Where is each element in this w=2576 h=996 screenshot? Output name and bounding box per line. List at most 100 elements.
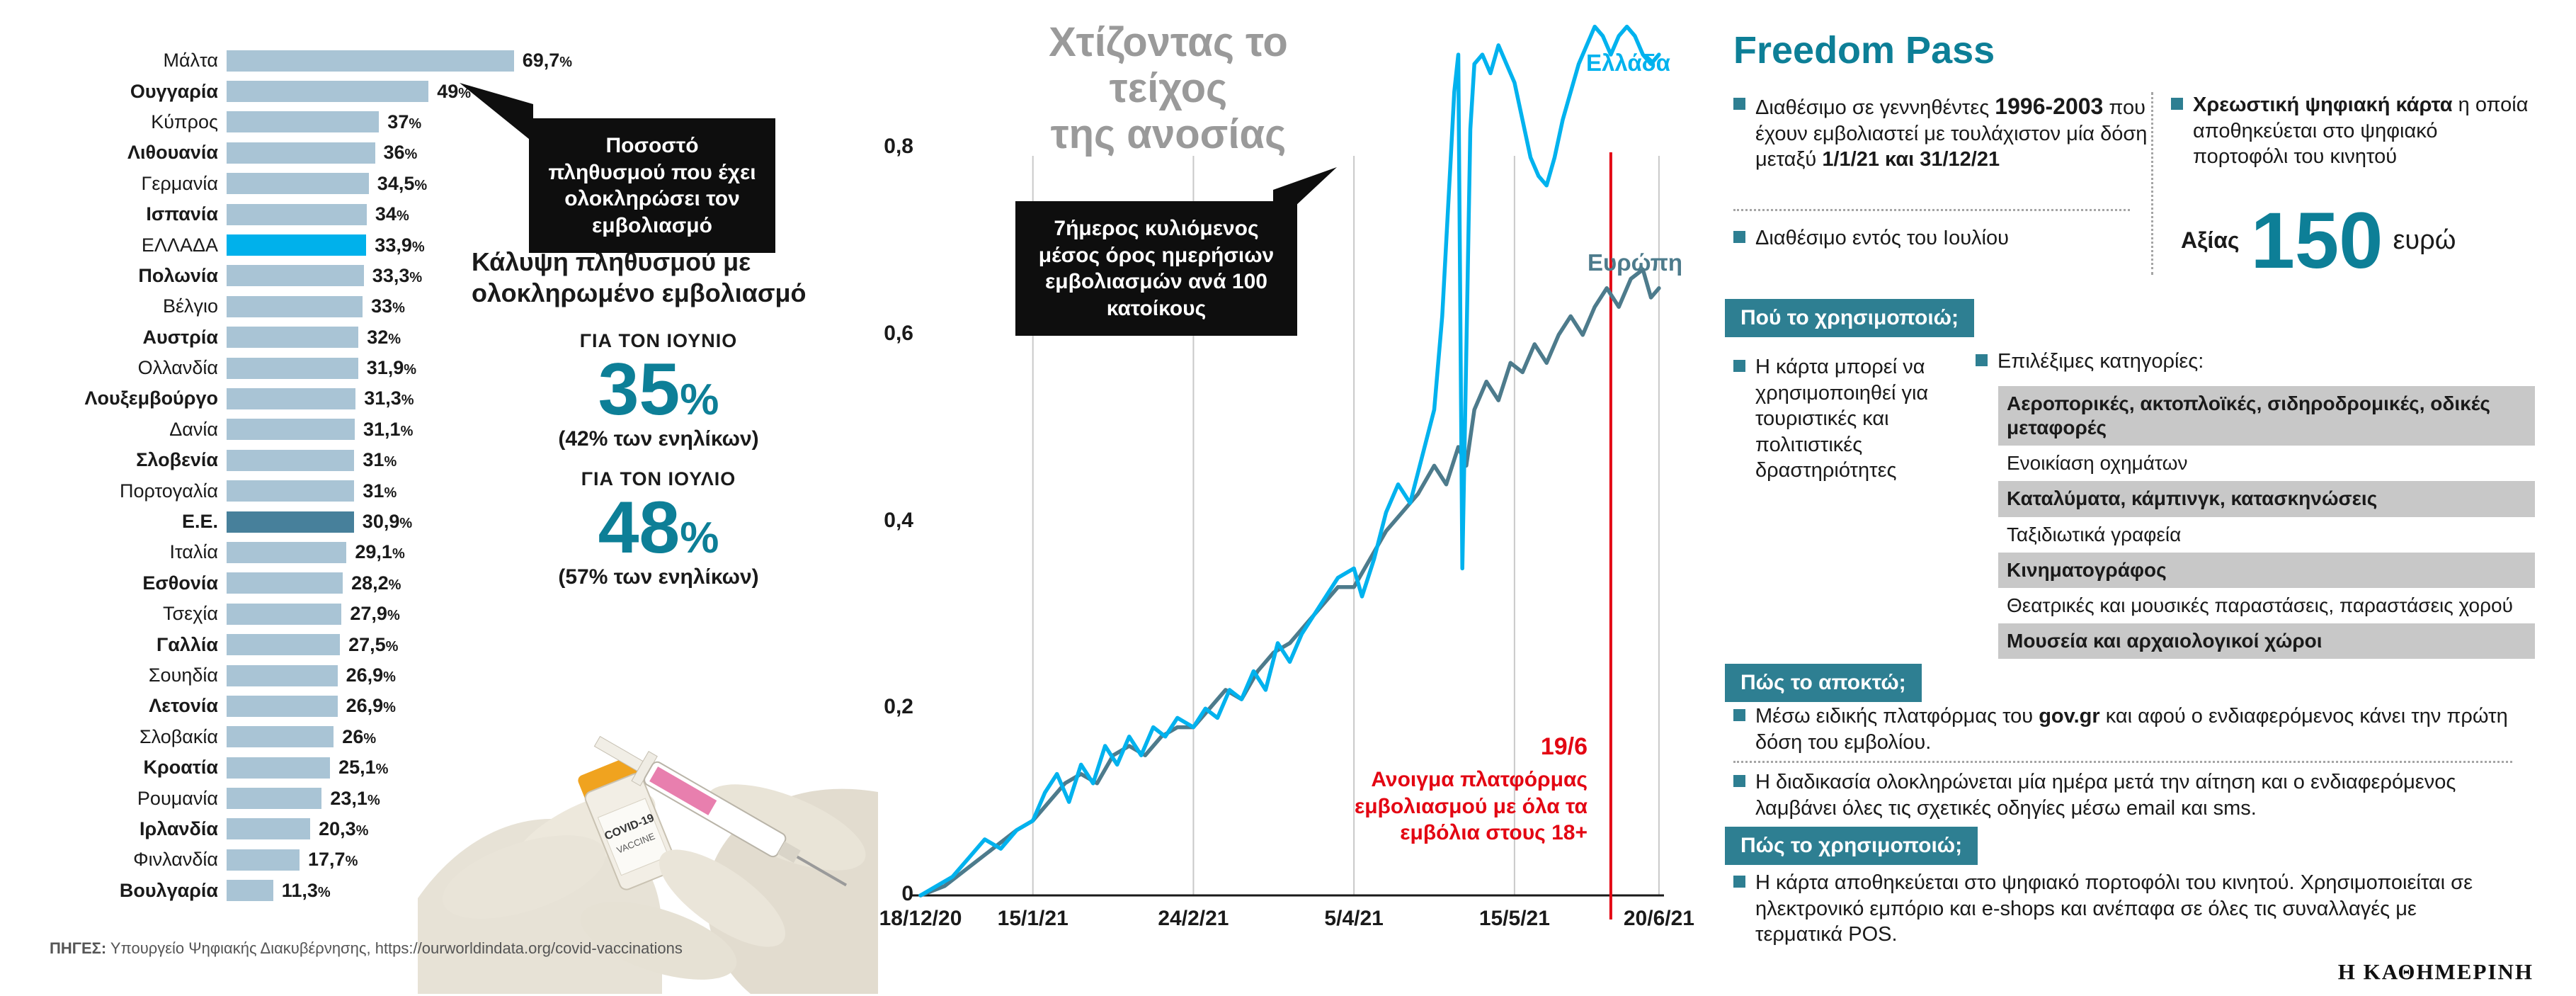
bar — [227, 265, 364, 287]
bullet-square-icon — [1733, 876, 1745, 888]
bar-value: 11,3% — [281, 879, 331, 901]
freedom-pass-title: Freedom Pass — [1733, 29, 1995, 72]
fp-eligibility-text: Διαθέσιμο σε γεννηθέντες 1996-2003 που έ… — [1755, 92, 2158, 173]
fp-card-value: Αξίας 150 ευρώ — [2171, 196, 2456, 285]
bar-row: Σουηδία 26,9% — [28, 660, 864, 691]
percent-sign: % — [559, 55, 573, 71]
bar-row: Εσθονία 28,2% — [28, 568, 864, 599]
bar — [227, 81, 429, 103]
fp-how-get-item-1: Μέσω ειδικής πλατφόρμας του gov.gr και α… — [1733, 703, 2512, 755]
y-tick-label: 0,4 — [884, 508, 913, 532]
bar-country-label: Ιρλανδία — [139, 817, 218, 839]
bar-value: 69,7% — [522, 50, 573, 72]
sources-line: ΠΗΓΕΣ: Υπουργείο Ψηφιακής Διακυβέρνησης,… — [50, 939, 683, 958]
bar-row: Ε.Ε. 30,9% — [28, 507, 864, 537]
bar-row: Πολωνία 33,3% — [28, 261, 864, 291]
bar — [227, 234, 367, 256]
fp-card-strong: Χρεωστική ψηφιακή κάρτα — [2193, 94, 2453, 116]
bar-row: Σλοβακία 26% — [28, 722, 864, 752]
percent-sign: % — [392, 546, 405, 562]
bar-chart-rows: Μάλτα 69,7% Ουγγαρία 49% Κύπρος 37% Λιθουανία 3… — [28, 45, 864, 906]
bar-country-label: Μάλτα — [163, 50, 219, 72]
bar-row: ΕΛΛΑΔΑ 33,9% — [28, 230, 864, 260]
bar — [227, 387, 356, 409]
bar-value: 31% — [363, 480, 397, 502]
dotted-divider — [1733, 761, 2512, 763]
category-item: Καταλύματα, κάμπινγκ, κατασκηνώσεις — [1998, 481, 2535, 517]
x-tick-label: 5/4/21 — [1324, 907, 1384, 930]
july-note: (57% των ενηλίκων) — [558, 565, 759, 589]
percent-sign: % — [404, 362, 417, 378]
percent-sign: % — [411, 239, 425, 255]
bar-country-label: Κύπρος — [151, 111, 218, 132]
bar-row: Γερμανία 34,5% — [28, 169, 864, 199]
category-item: Θεατρικές και μουσικές παραστάσεις, παρα… — [2007, 594, 2513, 616]
bar-row: Λουξεμβούργο 31,3% — [28, 383, 864, 414]
series-label-europe: Ευρώπη — [1588, 249, 1683, 276]
bar-value: 31,3% — [364, 387, 414, 409]
bar — [227, 203, 367, 225]
x-tick-label: 20/6/21 — [1623, 907, 1694, 930]
bar-country-label: Ολλανδία — [137, 357, 218, 379]
bar-country-label: Πορτογαλία — [119, 480, 218, 502]
x-tick-label: 15/1/21 — [997, 907, 1068, 930]
percent-sign: % — [363, 730, 377, 747]
june-value-unit: % — [680, 375, 719, 424]
percent-sign: % — [388, 331, 401, 347]
bar-country-label: Κροατία — [143, 757, 218, 779]
percent-sign: % — [384, 454, 397, 470]
fp-value-label: Αξίας — [2181, 227, 2240, 254]
bar — [227, 295, 363, 317]
percent-sign: % — [375, 762, 389, 778]
bar-row: Ιρλανδία 20,3% — [28, 814, 864, 844]
bar-row: Μάλτα 69,7% — [28, 45, 864, 76]
percent-sign: % — [367, 792, 380, 808]
percent-sign: % — [399, 516, 413, 532]
bar-row: Λιθουανία 36% — [28, 137, 864, 168]
bar — [227, 726, 334, 748]
bar-country-label: Φινλανδία — [133, 849, 218, 871]
x-tick-label: 24/2/21 — [1158, 907, 1229, 930]
bar-country-label: Ουγγαρία — [130, 80, 218, 102]
bar — [227, 419, 355, 441]
event-date: 19/6 — [1540, 733, 1588, 760]
line-chart: Ελλάδα Ευρώπη 0 0,2 0,4 0,6 0,8 18/12/20 15/1/… — [807, 0, 1728, 949]
badge-how-to-get: Πώς το αποκτώ; — [1725, 664, 1922, 702]
bar — [227, 572, 343, 594]
bar-country-label: Λουξεμβούργο — [84, 387, 218, 409]
bar-chart-callout-text: Ποσοστό πληθυσμού που έχει ολοκληρώσει τ… — [548, 134, 756, 237]
bar — [227, 818, 311, 840]
bar-row: Ισπανία 34% — [28, 199, 864, 230]
fp-value-currency: ευρώ — [2393, 225, 2456, 256]
bar-value: 31% — [363, 449, 397, 471]
x-tick-label: 18/12/20 — [879, 907, 962, 930]
category-item: Ενοικίαση οχημάτων — [2007, 452, 2188, 475]
percent-sign: % — [385, 638, 399, 655]
bar — [227, 788, 322, 810]
bar-row: Γαλλία 27,5% — [28, 629, 864, 660]
bullet-square-icon — [1733, 360, 1745, 372]
percent-sign: % — [387, 608, 400, 624]
fp-eligibility: Διαθέσιμο σε γεννηθέντες 1996-2003 που έ… — [1733, 92, 2158, 173]
fp-availability-text: Διαθέσιμο εντός του Ιουλίου — [1755, 227, 2009, 249]
fp-eligibility-part2: που έχουν εμβολιαστεί με τουλάχιστον μία… — [1755, 96, 2148, 171]
bar-row: Ιταλία 29,1% — [28, 537, 864, 567]
june-note: (42% των ενηλίκων) — [558, 426, 759, 451]
percent-sign: % — [384, 485, 397, 501]
bar-row: Σλοβενία 31% — [28, 445, 864, 475]
line-chart-title-line2: της ανοσίας — [1050, 111, 1287, 157]
sources-link[interactable]: https://ourworldindata.org/covid-vaccina… — [375, 939, 683, 957]
bar-country-label: Ιταλία — [169, 541, 218, 563]
bar — [227, 449, 355, 471]
percent-sign: % — [401, 392, 414, 409]
fp-how-get-1-strong: gov.gr — [2039, 705, 2100, 728]
fp-categories-label-text: Επιλέξιμες κατηγορίες: — [1997, 350, 2204, 373]
july-value: 48% — [453, 490, 864, 565]
fp-categories-label: Επιλέξιμες κατηγορίες: — [1976, 349, 2514, 375]
bar — [227, 603, 342, 625]
bar-chart-callout: Ποσοστό πληθυσμού που έχει ολοκληρώσει τ… — [460, 83, 775, 253]
bar-value: 34% — [375, 203, 409, 225]
vaccine-photo-illustration: COVID-19 VACCINE — [418, 735, 878, 994]
fp-value-amount: 150 — [2250, 196, 2383, 285]
bar-value: 32% — [367, 326, 401, 348]
